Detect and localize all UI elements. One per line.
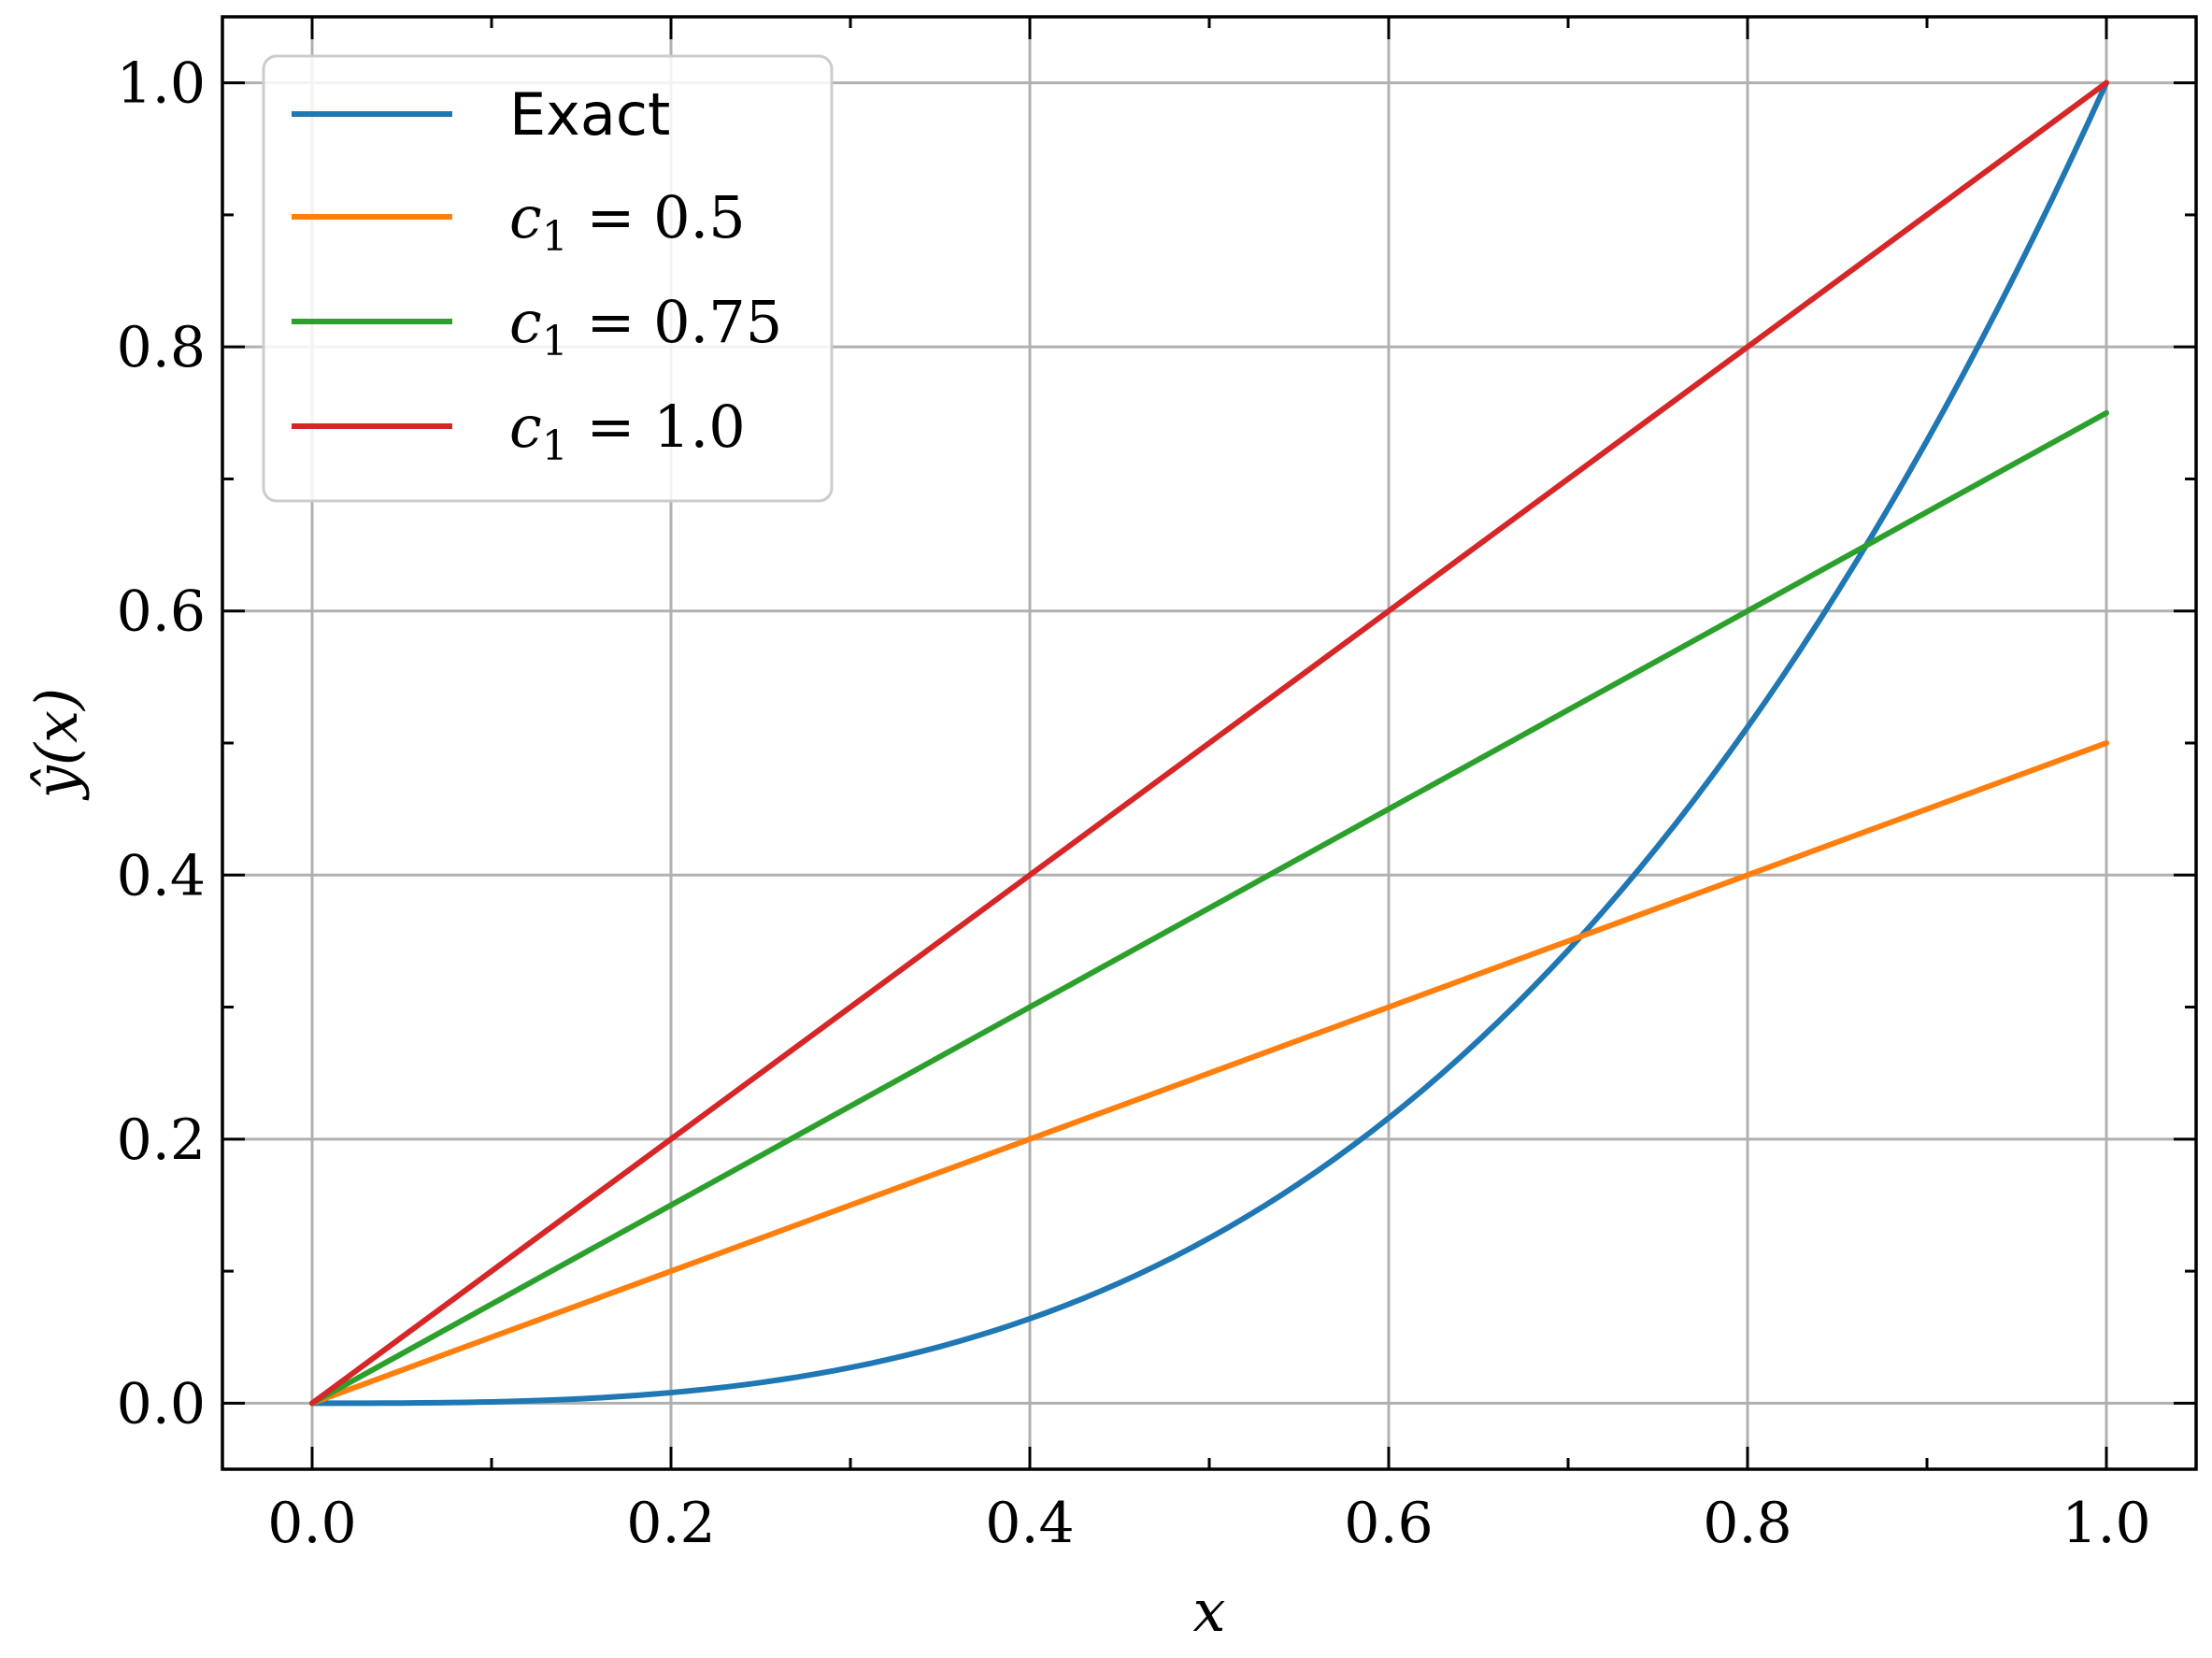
series-lines — [309, 79, 2109, 1407]
legend: Exact c1 = 0.5 c1 = 0.75 c1 = 1.0 — [262, 54, 834, 503]
x-tick-label: 0.2 — [626, 1491, 715, 1556]
y-axis-label: ŷ(x) — [22, 688, 91, 801]
legend-label: c1 = 0.5 — [509, 183, 746, 261]
x-tick-label: 0.8 — [1703, 1491, 1791, 1556]
series-line — [309, 740, 2109, 1407]
y-tick-label: 0.6 — [117, 579, 206, 645]
y-tick-labels: 0.0 0.2 0.4 0.6 0.8 1.0 — [117, 51, 206, 1437]
y-tick-label: 0.4 — [117, 843, 206, 908]
plot-frame — [221, 15, 2198, 1471]
legend-label: Exact — [509, 80, 670, 149]
x-tick-label: 0.0 — [267, 1491, 356, 1556]
y-tick-label: 0.0 — [117, 1371, 206, 1436]
x-tick-label: 0.4 — [985, 1491, 1074, 1556]
x-tick-label: 0.6 — [1344, 1491, 1433, 1556]
y-tick-label: 0.8 — [117, 315, 206, 380]
series-line — [309, 409, 2109, 1407]
x-axis-label: x — [1193, 1577, 1226, 1645]
y-tick-label: 1.0 — [117, 51, 206, 117]
axis-ticks — [222, 17, 2196, 1469]
legend-label: c1 = 1.0 — [509, 393, 746, 470]
series-line — [309, 79, 2109, 1407]
legend-box — [262, 54, 834, 503]
y-tick-label: 0.2 — [117, 1108, 206, 1173]
grid-lines — [222, 17, 2196, 1469]
x-tick-label: 1.0 — [2062, 1491, 2150, 1556]
series-line — [309, 79, 2109, 1407]
legend-label: c1 = 0.75 — [509, 288, 782, 365]
x-tick-labels: 0.0 0.2 0.4 0.6 0.8 1.0 — [267, 1491, 2150, 1556]
